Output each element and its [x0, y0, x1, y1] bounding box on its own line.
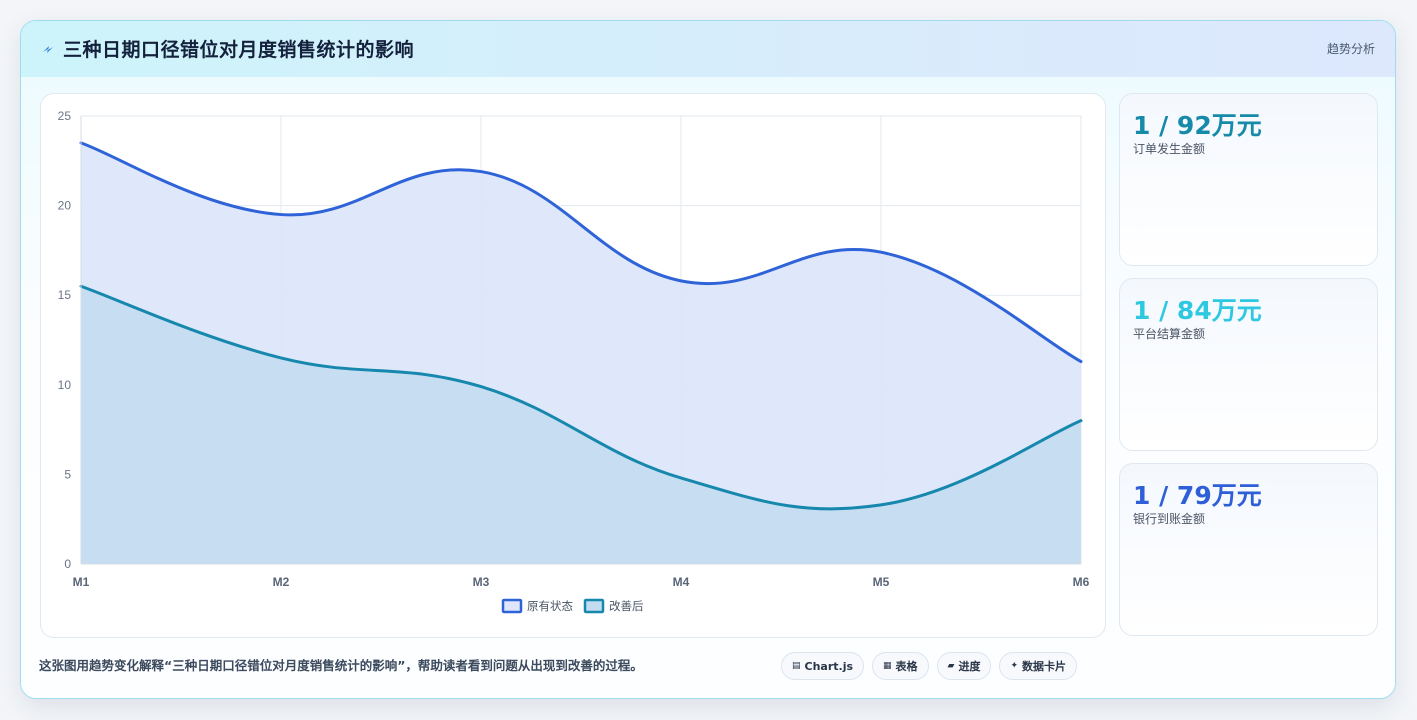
- card-header: 三种日期口径错位对月度销售统计的影响 趋势分析: [21, 21, 1395, 77]
- chart-icon: ▤: [792, 661, 801, 671]
- table-icon: ▦: [883, 661, 892, 671]
- kpi-label: 订单发生金额: [1133, 142, 1206, 156]
- kpi-value: 1 / 92万元: [1133, 111, 1262, 140]
- chip-label: 表格: [895, 660, 918, 673]
- kpi-card-platform: 1 / 84万元 平台结算金额: [1119, 278, 1378, 451]
- progress-icon: ▰: [947, 661, 955, 671]
- y-tick-label: 5: [64, 467, 71, 481]
- footer-note: 这张图用趋势变化解释“三种日期口径错位对月度销售统计的影响”，帮助读者看到问题从…: [39, 658, 643, 673]
- chip-label: Chart.js: [804, 659, 854, 673]
- series-line-1: [79, 141, 1083, 364]
- page-title: 三种日期口径错位对月度销售统计的影响: [63, 39, 415, 61]
- y-tick-label: 25: [58, 109, 72, 123]
- chip-progress[interactable]: ▰ 进度: [936, 652, 992, 680]
- kpi-value: 1 / 84万元: [1133, 296, 1262, 325]
- y-tick-label: 20: [58, 199, 72, 213]
- chip-chartjs[interactable]: ▤ Chart.js: [781, 652, 865, 680]
- legend-label: 改善后: [609, 599, 644, 613]
- area-chart: 0 5 10 15 20 25 M1 M2 M3 M4 M5 M6 原有状态 改善后: [58, 109, 1090, 614]
- kpi-value: 1 / 79万元: [1133, 481, 1262, 510]
- legend-label: 原有状态: [527, 599, 573, 613]
- chart-panel: 0 5 10 15 20 25 M1 M2 M3 M4 M5 M6 原有状态 改善后: [40, 93, 1106, 638]
- series-area-2: [81, 286, 1081, 564]
- kpi-card-bank: 1 / 79万元 银行到账金额: [1119, 463, 1378, 636]
- x-tick-label: M5: [873, 575, 890, 589]
- y-tick-label: 10: [58, 378, 72, 392]
- header-tag[interactable]: 趋势分析: [1326, 42, 1375, 56]
- chip-label: 进度: [958, 660, 981, 673]
- legend-swatch: [501, 598, 523, 614]
- x-tick-label: M6: [1073, 575, 1090, 589]
- x-tick-label: M2: [273, 575, 290, 589]
- legend-swatch: [583, 598, 605, 614]
- chip-label: 数据卡片: [1022, 660, 1067, 673]
- x-tick-label: M3: [473, 575, 490, 589]
- y-tick-label: 15: [58, 288, 72, 302]
- x-tick-label: M4: [673, 575, 690, 589]
- lightning-icon: [43, 46, 53, 53]
- sparkle-icon: ✦: [1010, 661, 1019, 671]
- series-line-2: [79, 284, 1083, 511]
- chip-data-card[interactable]: ✦ 数据卡片: [999, 652, 1078, 680]
- chip-table[interactable]: ▦ 表格: [872, 652, 929, 680]
- kpi-label: 平台结算金额: [1133, 327, 1206, 341]
- x-tick-label: M1: [73, 575, 90, 589]
- y-tick-label: 0: [64, 557, 71, 571]
- dashboard-card: 三种日期口径错位对月度销售统计的影响 趋势分析 0 5 10 15 20 25 M1 M2 M3…: [20, 20, 1396, 699]
- kpi-card-order: 1 / 92万元 订单发生金额: [1119, 93, 1378, 266]
- kpi-label: 银行到账金额: [1133, 512, 1206, 526]
- chip-row: ▤ Chart.js ▦ 表格 ▰ 进度 ✦ 数据卡片: [781, 652, 1078, 680]
